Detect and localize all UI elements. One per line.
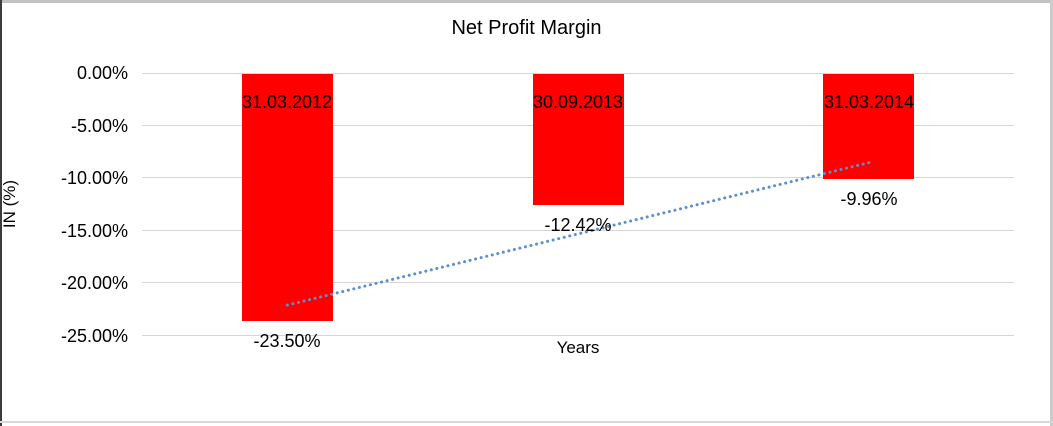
- y-axis-tick-label: -10.00%: [60, 168, 128, 188]
- x-axis-title: Years: [556, 338, 600, 357]
- data-label: -23.50%: [253, 331, 321, 351]
- category-label: 31.03.2012: [241, 92, 333, 112]
- frame-border-left: [0, 0, 2, 426]
- gridline: [142, 335, 1014, 336]
- category-label: 30.09.2013: [532, 92, 624, 112]
- data-label: -12.42%: [544, 215, 612, 235]
- bar-31.03.2014: [823, 74, 914, 179]
- frame-border-right: [1050, 0, 1053, 426]
- gridline: [142, 73, 1014, 74]
- data-label: -9.96%: [840, 189, 898, 209]
- frame-border-top: [0, 0, 1053, 3]
- y-axis-tick-label: -20.00%: [60, 273, 128, 293]
- y-axis-title: IN (%): [0, 179, 19, 229]
- y-axis-tick-label: -5.00%: [70, 116, 128, 136]
- y-axis-tick-label: -15.00%: [60, 221, 128, 241]
- chart-title: Net Profit Margin: [451, 17, 602, 39]
- y-axis-tick-label: -25.00%: [60, 326, 128, 346]
- category-label: 31.03.2014: [823, 92, 915, 112]
- frame-border-bottom: [0, 421, 1053, 423]
- y-axis-tick-label: 0.00%: [76, 63, 128, 83]
